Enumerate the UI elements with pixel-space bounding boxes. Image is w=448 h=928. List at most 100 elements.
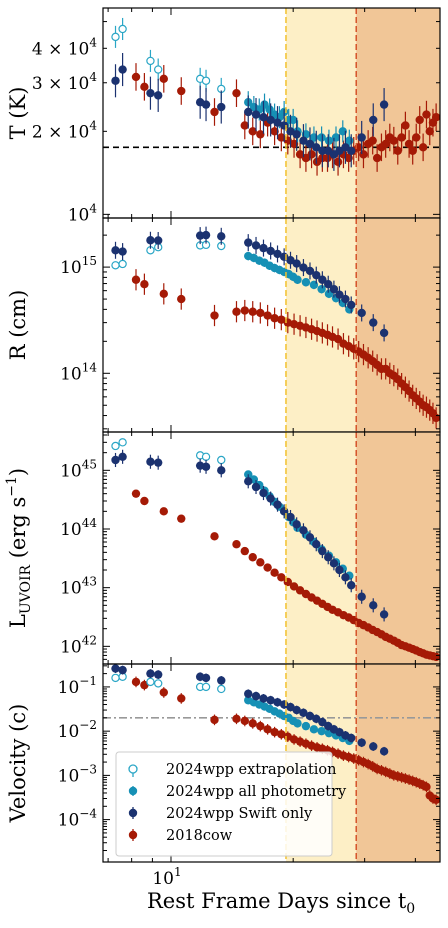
data-point	[131, 275, 141, 284]
data-point	[118, 452, 127, 462]
data-point	[111, 441, 120, 451]
data-point	[153, 458, 163, 467]
data-point	[305, 711, 315, 721]
data-point	[279, 121, 289, 130]
data-point	[329, 559, 339, 568]
series-cow	[131, 676, 440, 806]
data-point	[159, 289, 168, 299]
y-axis-label-R: R (cm)	[6, 290, 30, 361]
data-point	[248, 307, 257, 316]
data-point	[357, 592, 366, 601]
data-point	[201, 100, 211, 109]
data-point	[240, 716, 249, 726]
data-point	[312, 270, 321, 280]
shaded-region-1	[285, 8, 357, 218]
y-tick-label-mantissa: 10	[58, 766, 80, 786]
data-point	[379, 328, 389, 338]
x-tick-label: 101	[152, 865, 181, 889]
data-point	[412, 133, 421, 142]
data-point	[335, 565, 344, 575]
data-point	[425, 127, 434, 136]
series-extrap	[111, 438, 226, 465]
legend-label-all-photometry: 2024wpp all photometry	[166, 784, 347, 800]
data-point	[266, 115, 275, 125]
y-axis-label-units-close: )	[6, 468, 30, 476]
series-swift	[111, 449, 389, 622]
data-point	[341, 573, 350, 582]
data-point	[347, 146, 356, 155]
data-point	[317, 284, 326, 294]
data-point	[408, 146, 417, 155]
data-point	[347, 300, 356, 310]
y-axis-label-units-superscript: −1	[4, 476, 20, 497]
data-point	[244, 238, 253, 247]
y-tick-label: 1043	[60, 575, 97, 599]
data-point	[118, 259, 127, 269]
data-point	[244, 477, 253, 486]
data-point	[277, 573, 286, 582]
x-tick-label-exponent: 1	[174, 865, 182, 879]
data-point	[431, 413, 440, 423]
y-tick-label-mantissa: 10	[60, 258, 82, 278]
y-tick-label: 2 × 104	[32, 118, 98, 142]
y-tick-label-exponent: 4	[89, 70, 97, 84]
y-tick-label-exponent: −1	[79, 674, 97, 688]
data-point	[266, 494, 275, 503]
y-tick-label-mantissa: 10	[60, 637, 82, 657]
data-point	[146, 677, 155, 687]
data-point	[266, 246, 275, 256]
data-point	[251, 691, 261, 701]
legend-entry-2018cow: 2018cow	[128, 828, 233, 844]
data-point	[431, 652, 440, 662]
data-point	[341, 294, 350, 304]
data-point	[379, 747, 389, 756]
y-tick-label-exponent: 14	[82, 360, 98, 374]
y-tick-label: 10−2	[58, 718, 97, 742]
y-axis-label-T: T (K)	[6, 87, 30, 140]
data-point	[335, 290, 344, 299]
data-point	[146, 56, 155, 66]
data-point	[232, 540, 241, 549]
legend-label-extrapolation: 2024wpp extrapolation	[166, 762, 336, 778]
data-point	[277, 133, 286, 142]
data-point	[159, 688, 168, 697]
data-point	[422, 110, 431, 119]
data-point	[140, 280, 149, 289]
data-point	[153, 679, 163, 688]
data-point	[111, 32, 120, 42]
y-tick-label: 4 × 104	[32, 35, 98, 59]
data-point	[259, 694, 268, 703]
series-all	[244, 251, 354, 314]
data-point	[389, 136, 399, 145]
data-point	[217, 455, 226, 465]
legend-entry-swift-only: 2024wpp Swift only	[128, 806, 313, 822]
data-point	[146, 457, 155, 466]
data-point	[201, 230, 211, 240]
data-point	[286, 256, 295, 265]
data-point	[111, 673, 120, 683]
data-point	[299, 526, 308, 535]
y-tick-label-mantissa: 10	[60, 461, 82, 481]
data-point	[286, 512, 295, 522]
data-point	[111, 246, 120, 255]
series-extrap	[111, 17, 226, 100]
y-tick-label-exponent: 44	[82, 516, 98, 530]
data-point	[256, 558, 265, 567]
data-point	[318, 275, 327, 284]
data-point	[140, 82, 149, 92]
data-point	[118, 247, 127, 256]
data-point	[379, 100, 389, 109]
data-point	[270, 568, 279, 577]
data-point	[318, 717, 327, 727]
data-point	[270, 127, 279, 136]
x-axis-label: Rest Frame Days since t0	[147, 889, 415, 917]
data-point	[404, 139, 414, 149]
y-axis-label-text: T (K)	[6, 87, 30, 140]
data-point	[393, 146, 402, 155]
data-point	[259, 488, 268, 498]
data-point	[369, 115, 378, 125]
y-tick-label-mantissa: 10	[60, 579, 82, 599]
data-point	[368, 136, 377, 145]
data-point	[259, 243, 268, 253]
data-point	[318, 546, 327, 556]
